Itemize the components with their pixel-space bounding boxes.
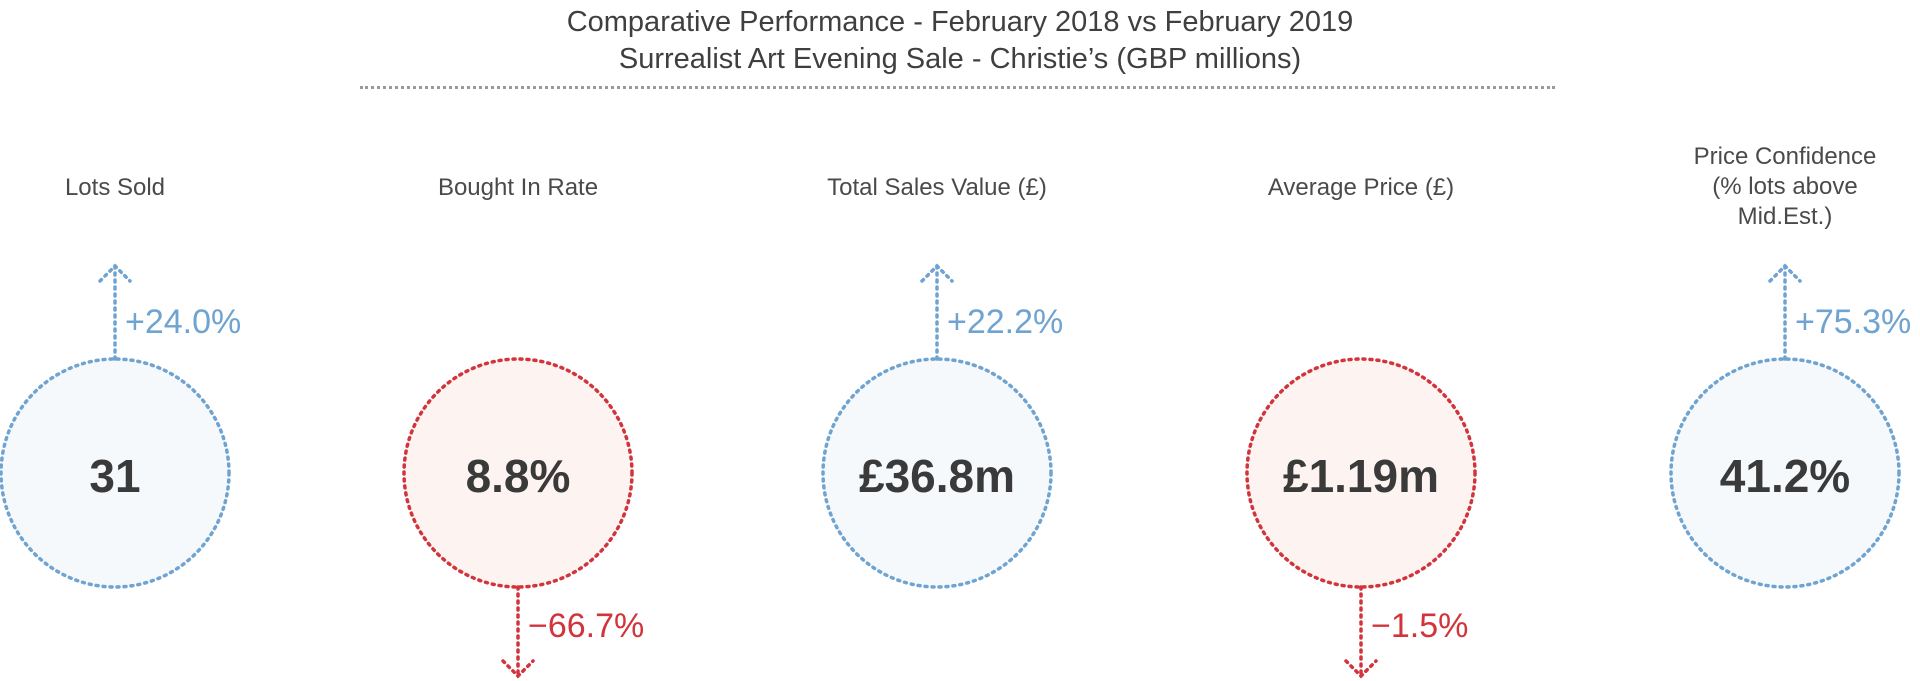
metric-change-label: −66.7% xyxy=(528,607,645,645)
metric-change-label: −1.5% xyxy=(1371,607,1469,645)
chart-title: Comparative Performance - February 2018 … xyxy=(566,6,1354,38)
metric-label: Lots Sold xyxy=(0,173,235,203)
metric-value: 8.8% xyxy=(465,450,571,502)
metric-circle xyxy=(821,357,1053,589)
metric-label-line: Total Sales Value (£) xyxy=(827,174,1047,201)
change-arrow-down-head xyxy=(501,659,535,679)
metric-change-label: +75.3% xyxy=(1795,303,1912,341)
kpi-metric: Lots Sold 31 +24.0% xyxy=(0,0,241,681)
kpi-metric: Total Sales Value (£) £36.8m +22.2% xyxy=(817,0,1063,681)
metric-label: Price Confidence (% lots above Mid.Est.) xyxy=(1665,142,1905,232)
change-arrow-up-head xyxy=(920,263,954,283)
chart-subtitle: Surrealist Art Evening Sale - Christie’s… xyxy=(618,43,1302,75)
metric-value: £36.8m xyxy=(858,450,1015,502)
chart-title-block: Comparative Performance - February 2018 … xyxy=(0,4,1920,78)
change-arrow-up-head xyxy=(98,263,132,283)
metric-label-line: (% lots above Mid.Est.) xyxy=(1712,173,1858,230)
metric-label: Total Sales Value (£) xyxy=(817,173,1057,203)
metric-value: £1.19m xyxy=(1282,450,1439,502)
metric-graphic xyxy=(402,357,634,679)
metric-value: 31 xyxy=(89,450,141,502)
metric-circle xyxy=(1245,357,1477,589)
metric-change-label: +22.2% xyxy=(947,303,1064,341)
metric-label-line: Bought In Rate xyxy=(437,174,599,201)
metric-change-label: +24.0% xyxy=(125,303,242,341)
metric-circle xyxy=(1669,357,1901,589)
metric-label-line: Lots Sold xyxy=(64,174,166,201)
metric-label: Average Price (£) xyxy=(1241,173,1481,203)
metric-label-line: Price Confidence xyxy=(1693,143,1877,170)
metric-value: 41.2% xyxy=(1719,450,1851,502)
title-divider xyxy=(360,86,1555,89)
kpi-metric: Average Price (£) £1.19m −1.5% xyxy=(1241,0,1481,681)
kpi-metric: Bought In Rate 8.8% −66.7% xyxy=(398,0,644,681)
metric-circle xyxy=(402,357,634,589)
kpi-metric: Price Confidence (% lots above Mid.Est.) 4… xyxy=(1665,0,1911,681)
metric-label: Bought In Rate xyxy=(398,173,638,203)
metric-graphic xyxy=(1245,357,1477,679)
metric-label-line: Average Price (£) xyxy=(1267,174,1455,201)
metric-graphic xyxy=(0,263,231,589)
change-arrow-up-head xyxy=(1768,263,1802,283)
metric-circle xyxy=(0,357,231,589)
metric-graphic xyxy=(1669,263,1901,589)
metric-graphic xyxy=(821,263,1053,589)
change-arrow-down-head xyxy=(1344,659,1378,679)
